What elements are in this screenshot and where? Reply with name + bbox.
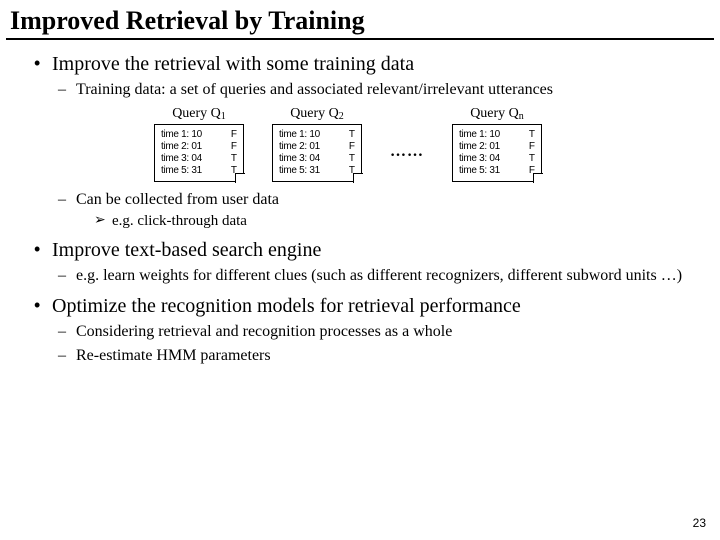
bullet-3-text: Optimize the recognition models for retr…	[52, 294, 521, 318]
table-row: time 2: 01 F	[161, 141, 237, 153]
dash-icon: –	[58, 190, 76, 210]
cell-time: time 2: 01	[161, 141, 202, 153]
query-1-label: Query Q1	[172, 106, 226, 122]
bullet-3a: – Considering retrieval and recognition …	[34, 322, 700, 342]
bullet-3b: – Re-estimate HMM parameters	[34, 346, 700, 366]
cell-time: time 1: 10	[279, 129, 320, 141]
query-row: Query Q1 time 1: 10F time 2: 01F time 3:…	[34, 106, 700, 182]
bullet-2a: – e.g. learn weights for different clues…	[34, 266, 700, 286]
bullet-1b1: ➢ e.g. click-through data	[34, 212, 700, 230]
bullet-1a-text: Training data: a set of queries and asso…	[76, 80, 553, 100]
title-underline	[6, 38, 714, 40]
bullet-1b1-text: e.g. click-through data	[112, 212, 247, 230]
table-row: time 1: 10 F	[161, 129, 237, 141]
bullet-dot-icon: •	[34, 238, 52, 260]
bullet-2-text: Improve text-based search engine	[52, 238, 321, 262]
table-row: time 3: 04 T	[279, 153, 355, 165]
bullet-1a: – Training data: a set of queries and as…	[34, 80, 700, 100]
cell-flag: T	[525, 153, 535, 165]
query-2-label: Query Q2	[290, 106, 344, 122]
cell-time: time 1: 10	[459, 129, 500, 141]
query-1-note: time 1: 10 F time 2: 01 F time 3: 04 T time…	[154, 124, 244, 182]
cell-flag: F	[227, 141, 237, 153]
query-1-sub: 1	[221, 111, 226, 122]
bullet-3a-text: Considering retrieval and recognition pr…	[76, 322, 452, 342]
bullet-dot-icon: •	[34, 52, 52, 74]
cell-flag: T	[227, 153, 237, 165]
query-2-prefix: Query Q	[290, 106, 339, 121]
bullet-dot-icon: •	[34, 294, 52, 316]
bullet-1-text: Improve the retrieval with some training…	[52, 52, 414, 76]
ellipsis: ……	[390, 143, 424, 161]
cell-flag: T	[525, 129, 535, 141]
query-n-sub: n	[519, 111, 524, 122]
cell-time: time 5: 31	[161, 165, 202, 177]
cell-time: time 3: 04	[459, 153, 500, 165]
cell-time: time 5: 31	[279, 165, 320, 177]
cell-flag: F	[525, 141, 535, 153]
table-row: time 5: 31T	[279, 165, 355, 177]
folded-corner-icon	[353, 173, 363, 183]
cell-time: time 5: 31	[459, 165, 500, 177]
table-row: time 5: 31F	[459, 165, 535, 177]
query-n-note: time 1: 10 T time 2: 01 F time 3: 04 T time…	[452, 124, 542, 182]
dash-icon: –	[58, 322, 76, 342]
bullet-2: • Improve text-based search engine	[34, 238, 700, 262]
cell-flag: T	[345, 153, 355, 165]
cell-flag: F	[345, 141, 355, 153]
bullet-3b-text: Re-estimate HMM parameters	[76, 346, 271, 366]
cell-time: time 2: 01	[279, 141, 320, 153]
query-block-n: Query Qn time 1: 10 T time 2: 01 F time 3:…	[452, 106, 542, 182]
table-row: time 3: 04 T	[459, 153, 535, 165]
table-row: time 2: 01 F	[279, 141, 355, 153]
bullet-1: • Improve the retrieval with some traini…	[34, 52, 700, 76]
query-1-prefix: Query Q	[172, 106, 221, 121]
query-block-1: Query Q1 time 1: 10 F time 2: 01 F time 3:…	[154, 106, 244, 182]
cell-flag: T	[345, 129, 355, 141]
table-row: time 1: 10 T	[459, 129, 535, 141]
table-row: time 2: 01 F	[459, 141, 535, 153]
query-2-sub: 2	[339, 111, 344, 122]
bullet-1b-text: Can be collected from user data	[76, 190, 279, 210]
folded-corner-icon	[533, 173, 543, 183]
cell-time: time 3: 04	[279, 153, 320, 165]
cell-time: time 1: 10	[161, 129, 202, 141]
arrow-icon: ➢	[94, 212, 112, 230]
query-n-prefix: Query Q	[470, 106, 519, 121]
cell-time: time 2: 01	[459, 141, 500, 153]
slide-content: • Improve the retrieval with some traini…	[0, 52, 720, 366]
query-block-2: Query Q2 time 1: 10 T time 2: 01 F time 3:…	[272, 106, 362, 182]
cell-flag: F	[227, 129, 237, 141]
query-n-label: Query Qn	[470, 106, 524, 122]
dash-icon: –	[58, 80, 76, 100]
bullet-2a-text: e.g. learn weights for different clues (…	[76, 266, 682, 286]
bullet-1b: – Can be collected from user data	[34, 190, 700, 210]
table-row: time 3: 04 T	[161, 153, 237, 165]
dash-icon: –	[58, 346, 76, 366]
table-row: time 5: 31T	[161, 165, 237, 177]
query-2-note: time 1: 10 T time 2: 01 F time 3: 04 T time…	[272, 124, 362, 182]
folded-corner-icon	[235, 173, 245, 183]
page-number: 23	[693, 516, 706, 530]
cell-time: time 3: 04	[161, 153, 202, 165]
table-row: time 1: 10 T	[279, 129, 355, 141]
bullet-3: • Optimize the recognition models for re…	[34, 294, 700, 318]
slide-title: Improved Retrieval by Training	[0, 0, 720, 38]
dash-icon: –	[58, 266, 76, 286]
